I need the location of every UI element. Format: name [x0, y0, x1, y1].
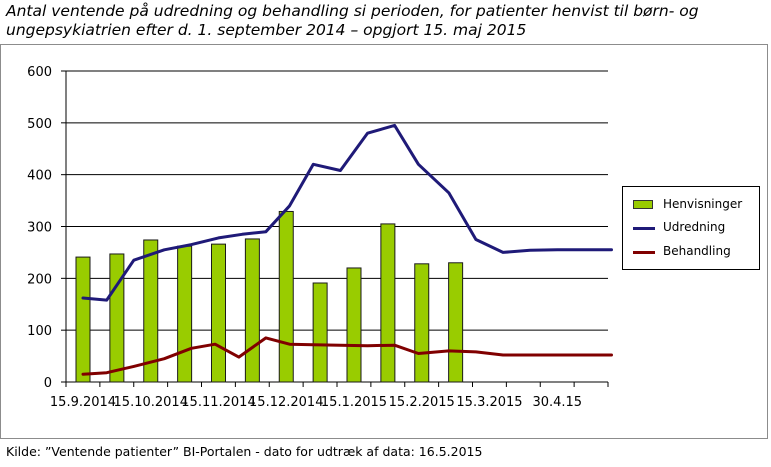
source-note: Kilde: ”Ventende patienter” BI-Portalen …: [6, 444, 483, 459]
x-tick-label: 15.11.2014: [181, 395, 255, 410]
bar-henvisninger: [211, 243, 226, 383]
chart-legend: Henvisninger Udredning Behandling: [622, 186, 760, 270]
legend-label-henvisninger: Henvisninger: [663, 197, 743, 211]
x-tick-label: 15.3.2015: [456, 395, 522, 410]
bar-henvisninger: [177, 245, 193, 383]
bar-henvisninger: [380, 223, 396, 383]
bar-henvisninger: [278, 210, 294, 383]
y-tick-label: 300: [27, 221, 52, 236]
bar-henvisninger: [414, 263, 430, 383]
series-line-behandling: [81, 336, 613, 376]
x-tick-label: 30.4.15: [532, 395, 582, 410]
x-tick-label: 15.9.2014: [50, 395, 116, 410]
series-line-udredning: [81, 123, 613, 302]
legend-item-henvisninger: Henvisninger: [623, 197, 759, 213]
bar-henvisninger: [244, 238, 260, 383]
y-tick-label: 400: [27, 169, 52, 184]
x-tick-label: 15.2.2015: [389, 395, 455, 410]
x-tick-label: 15.10.2014: [114, 395, 188, 410]
bar-henvisninger: [312, 282, 328, 383]
legend-item-behandling: Behandling: [623, 244, 759, 260]
x-tick-label: 15.12.2014: [249, 395, 323, 410]
legend-swatch-udredning: [633, 227, 655, 230]
chart-title: Antal ventende på udredning og behandlin…: [6, 2, 699, 39]
legend-label-behandling: Behandling: [663, 244, 731, 258]
bar-henvisninger: [75, 256, 91, 383]
bar-henvisninger: [109, 253, 125, 383]
legend-item-udredning: Udredning: [623, 220, 759, 236]
y-tick-label: 500: [27, 117, 52, 132]
y-tick-label: 0: [44, 376, 52, 391]
bar-henvisninger: [143, 239, 159, 383]
legend-label-udredning: Udredning: [663, 220, 726, 234]
legend-swatch-henvisninger: [633, 200, 653, 209]
bar-henvisninger: [346, 267, 362, 383]
x-tick-label: 15.1.2015: [321, 395, 387, 410]
legend-swatch-behandling: [633, 251, 655, 254]
bar-henvisninger: [448, 262, 464, 383]
y-tick-label: 600: [27, 65, 52, 80]
y-tick-label: 200: [27, 272, 52, 287]
y-tick-label: 100: [27, 324, 52, 339]
